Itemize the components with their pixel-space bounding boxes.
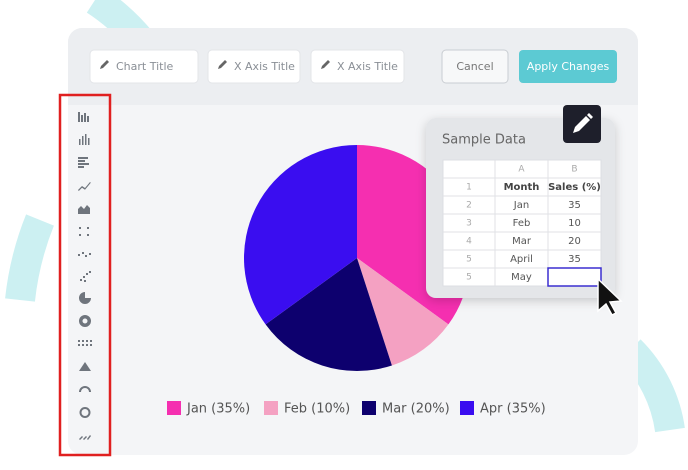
column-letter: A bbox=[518, 165, 525, 175]
table-cell: 10 bbox=[568, 218, 581, 229]
pencil-icon bbox=[321, 60, 330, 69]
text-input[interactable] bbox=[89, 49, 199, 84]
legend-swatch bbox=[264, 401, 278, 415]
panel-title: Sample Data bbox=[442, 133, 526, 148]
mouse-cursor bbox=[597, 277, 623, 316]
table-cell: Feb bbox=[513, 218, 531, 229]
legend-label: Apr (35%) bbox=[480, 402, 546, 417]
chart-type-icon[interactable] bbox=[79, 435, 91, 440]
chart-type-icon[interactable] bbox=[80, 271, 91, 282]
header-cell: Sales (%) bbox=[548, 182, 601, 193]
legend-swatch bbox=[460, 401, 474, 415]
chart-type-icon[interactable] bbox=[78, 112, 89, 122]
pie-slice bbox=[244, 145, 357, 325]
input-placeholder: Chart Title bbox=[116, 60, 174, 73]
chart-type-icon[interactable] bbox=[78, 205, 90, 214]
chart-type-icon[interactable] bbox=[79, 227, 89, 236]
table-cell: 35 bbox=[568, 200, 581, 211]
pencil-icon bbox=[100, 60, 109, 69]
legend-label: Feb (10%) bbox=[284, 402, 350, 417]
text-input[interactable] bbox=[310, 49, 405, 84]
apply-button[interactable] bbox=[519, 50, 617, 83]
cancel-button[interactable] bbox=[441, 49, 509, 84]
table-cell: 20 bbox=[568, 236, 581, 247]
row-number: 1 bbox=[466, 183, 472, 193]
row-number: 5 bbox=[466, 255, 472, 265]
chart-type-icon[interactable] bbox=[79, 386, 91, 392]
chart-type-icon[interactable] bbox=[78, 340, 92, 346]
chart-type-icon[interactable] bbox=[78, 157, 89, 168]
chart-type-icon[interactable] bbox=[79, 407, 91, 418]
chart-type-icon[interactable] bbox=[79, 292, 91, 304]
input-placeholder: X Axis Title bbox=[234, 60, 295, 73]
column-letter: B bbox=[571, 165, 577, 175]
pie-slice bbox=[265, 258, 392, 371]
table-cell: Mar bbox=[512, 236, 532, 247]
chart-type-icon[interactable] bbox=[79, 315, 91, 327]
selected-cell[interactable] bbox=[547, 267, 602, 287]
chart-type-icon[interactable] bbox=[79, 134, 90, 145]
input-placeholder: X Axis Title bbox=[337, 60, 398, 73]
table-cell: 35 bbox=[568, 254, 581, 265]
table-cell: May bbox=[511, 272, 532, 283]
pencil-icon bbox=[218, 60, 227, 69]
chart-type-icon[interactable] bbox=[78, 182, 91, 191]
legend-swatch bbox=[167, 401, 181, 415]
highlight-box bbox=[58, 93, 112, 457]
row-number: 3 bbox=[466, 219, 472, 229]
header-cell: Month bbox=[504, 182, 540, 193]
cancel-label: Cancel bbox=[456, 60, 493, 73]
legend-label: Jan (35%) bbox=[186, 402, 250, 417]
row-number: 4 bbox=[466, 237, 472, 247]
legend-swatch bbox=[362, 401, 376, 415]
text-input[interactable] bbox=[207, 49, 301, 84]
table bbox=[442, 159, 602, 287]
edit-icon bbox=[573, 113, 593, 133]
row-number: 5 bbox=[466, 273, 472, 283]
pie-slice bbox=[357, 258, 449, 366]
table-cell: Jan bbox=[513, 200, 529, 211]
table-cell: April bbox=[510, 254, 533, 265]
chart-type-icon[interactable] bbox=[79, 362, 91, 371]
legend-label: Mar (20%) bbox=[382, 402, 450, 417]
row-number: 2 bbox=[466, 201, 472, 211]
apply-label: Apply Changes bbox=[527, 60, 610, 73]
